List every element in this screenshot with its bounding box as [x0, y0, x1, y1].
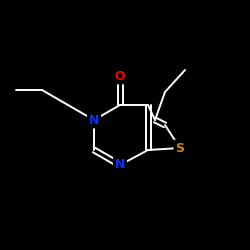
Text: N: N [115, 158, 125, 172]
Text: S: S [176, 142, 184, 154]
Text: N: N [89, 114, 99, 126]
Text: O: O [115, 70, 125, 82]
